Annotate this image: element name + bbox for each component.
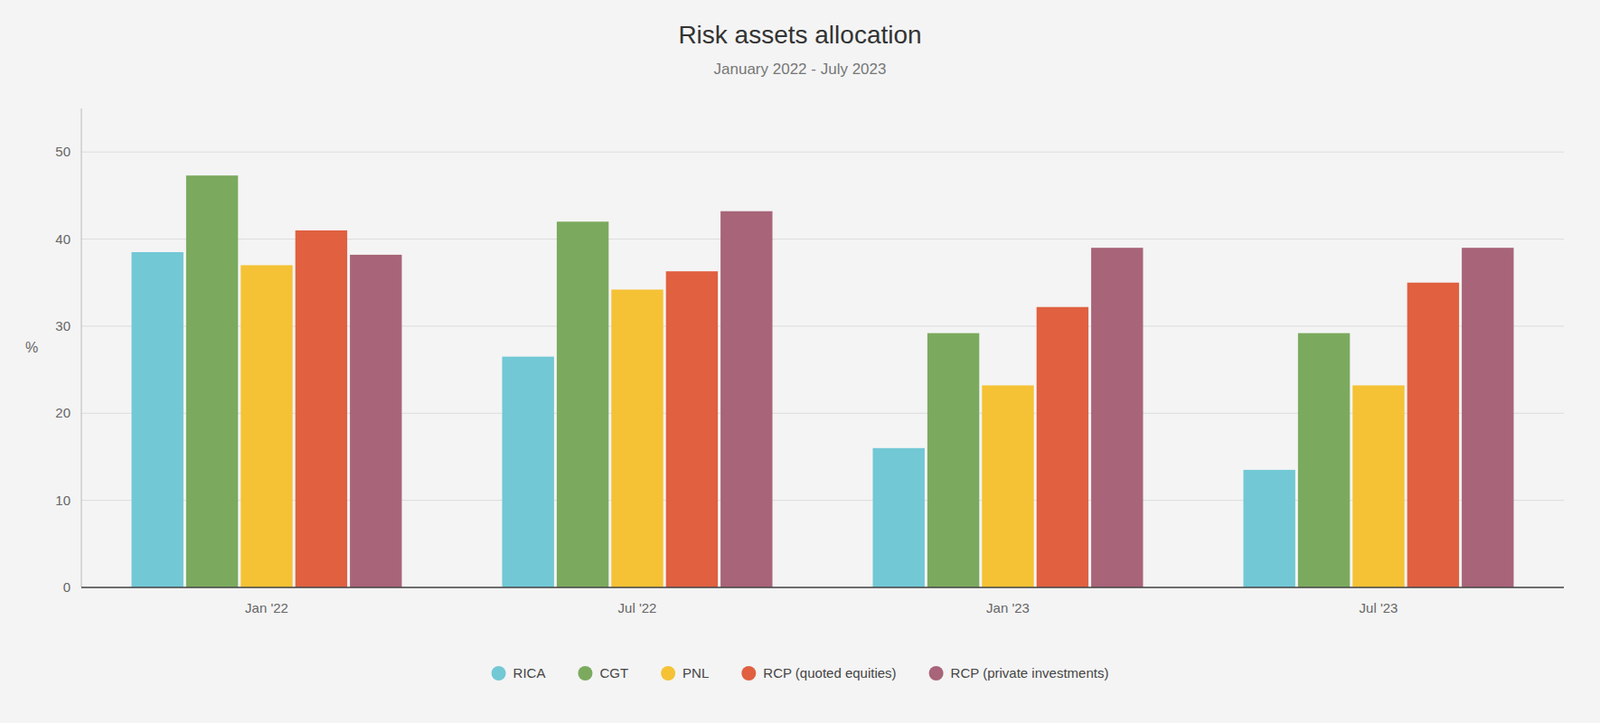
legend-item: PNL <box>660 665 709 681</box>
y-tick-label: 40 <box>55 231 71 247</box>
bar <box>927 333 979 588</box>
bar <box>131 252 184 588</box>
bar <box>502 357 555 588</box>
bar <box>666 271 718 588</box>
bars <box>131 175 1515 588</box>
y-axis-line <box>81 108 83 588</box>
y-axis-label: % <box>25 339 38 356</box>
grid-line <box>81 151 1564 153</box>
legend-swatch <box>741 666 756 681</box>
y-tick-label: 20 <box>55 404 71 421</box>
bar <box>1091 247 1143 588</box>
bar <box>240 264 292 588</box>
bar <box>1352 385 1404 588</box>
legend-label: RCP (private investments) <box>950 665 1110 681</box>
x-tick-label: Jan '22 <box>244 600 289 616</box>
bar <box>981 385 1034 588</box>
x-axis-line <box>81 586 1564 589</box>
legend-swatch <box>660 666 676 681</box>
y-tick-label: 50 <box>55 143 71 160</box>
legend-label: CGT <box>599 665 629 681</box>
legend-item: RCP (quoted equities) <box>741 665 896 681</box>
legend-label: RICA <box>513 665 546 681</box>
x-tick-label: Jan '23 <box>986 600 1030 616</box>
y-tick-label: 10 <box>55 492 71 509</box>
x-tick-label: Jul '23 <box>1359 600 1399 616</box>
subtitle: January 2022 - July 2023 <box>714 60 887 78</box>
legend-item: RCP (private investments) <box>929 665 1110 681</box>
legend-item: RICA <box>491 665 546 681</box>
grid-line <box>81 587 1564 589</box>
legend-swatch <box>577 666 593 681</box>
y-tick-label: 0 <box>63 579 71 595</box>
bar <box>1036 307 1089 588</box>
chart-container: Risk assets allocation January 2022 - Jul… <box>0 0 1600 723</box>
bar <box>611 289 663 588</box>
legend-item: CGT <box>577 665 629 681</box>
background <box>0 0 1600 723</box>
bar <box>295 230 348 588</box>
bar <box>556 221 609 588</box>
legend-label: PNL <box>682 665 709 681</box>
bar <box>1243 470 1296 588</box>
bar <box>1298 333 1350 588</box>
bar <box>873 448 925 588</box>
x-tick-label: Jul '22 <box>618 600 658 616</box>
bar <box>720 211 772 588</box>
bar <box>349 254 402 588</box>
chart-svg: Risk assets allocation January 2022 - Jul… <box>0 0 1600 723</box>
legend-label: RCP (quoted equities) <box>762 665 896 681</box>
legend-swatch <box>929 666 944 681</box>
legend: RICA CGT PNL RCP (quoted equities) RCP (priv… <box>491 665 1110 681</box>
title: Risk assets allocation <box>677 20 922 49</box>
grid <box>81 151 1564 588</box>
bar <box>1407 282 1459 588</box>
y-tick-label: 30 <box>55 318 71 334</box>
legend-swatch <box>491 666 507 681</box>
bar <box>186 175 238 588</box>
bar <box>1461 247 1514 588</box>
